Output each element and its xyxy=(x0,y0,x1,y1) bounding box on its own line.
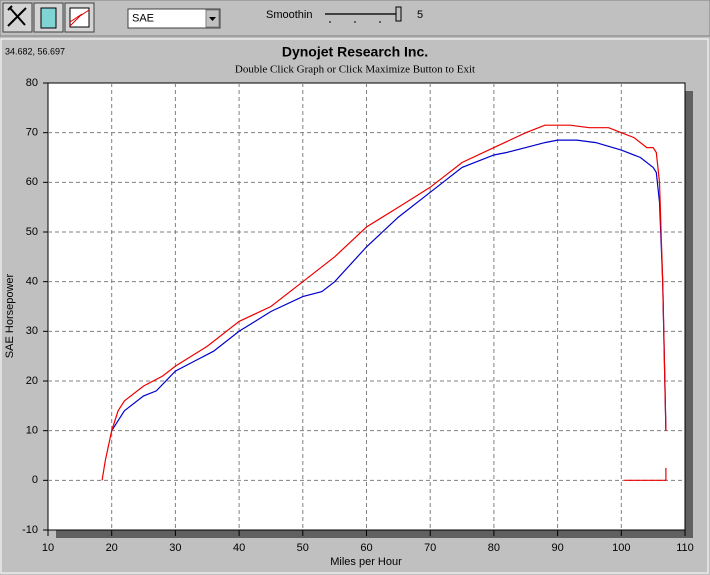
plot: -10 0 10 20 30 40 50 60 70 80 10 20 30 40 50 60 70 80 90 10… xyxy=(22,77,694,554)
y-axis-label: SAE Horsepower xyxy=(4,273,16,358)
x-tick-label: 70 xyxy=(424,542,436,554)
chart-subtitle: Double Click Graph or Click Maximize But… xyxy=(235,64,475,76)
units-value: SAE xyxy=(132,12,154,24)
chart-title: Dynojet Research Inc. xyxy=(282,44,428,60)
x-tick-label: 50 xyxy=(297,542,309,554)
x-tick-label: 20 xyxy=(106,542,118,554)
tool-button[interactable] xyxy=(33,2,64,33)
y-tick-label: 60 xyxy=(26,176,38,188)
x-tick-label: 30 xyxy=(169,542,181,554)
y-tick-label: 30 xyxy=(26,325,38,337)
y-tick-label: 20 xyxy=(26,375,38,387)
series-line xyxy=(111,139,667,432)
tool-button[interactable] xyxy=(2,2,33,33)
y-tick-label: 50 xyxy=(26,226,38,238)
smoothing-label: Smoothin xyxy=(266,9,312,21)
y-tick-label: -10 xyxy=(22,524,38,536)
y-tick-label: 40 xyxy=(26,276,38,288)
x-tick-label: 110 xyxy=(676,542,694,554)
y-tick-label: 10 xyxy=(26,425,38,437)
x-tick-label: 60 xyxy=(360,542,372,554)
tool-button[interactable] xyxy=(64,2,95,33)
y-tick-label: 80 xyxy=(26,77,38,89)
toolbar xyxy=(0,0,710,37)
x-tick-label: 10 xyxy=(42,542,54,554)
smoothing-value: 5 xyxy=(417,9,423,21)
smoothing-slider[interactable] xyxy=(325,6,402,23)
y-tick-label: 70 xyxy=(26,127,38,139)
x-tick-label: 80 xyxy=(488,542,500,554)
units-dropdown[interactable] xyxy=(127,8,221,29)
x-tick-label: 40 xyxy=(233,542,245,554)
x-axis-label: Miles per Hour xyxy=(330,556,402,568)
y-tick-label: 0 xyxy=(32,474,38,486)
x-tick-label: 100 xyxy=(612,542,630,554)
x-tick-label: 90 xyxy=(551,542,563,554)
cursor-readout: 34.682, 56.697 xyxy=(5,46,65,56)
series-line xyxy=(101,124,667,481)
